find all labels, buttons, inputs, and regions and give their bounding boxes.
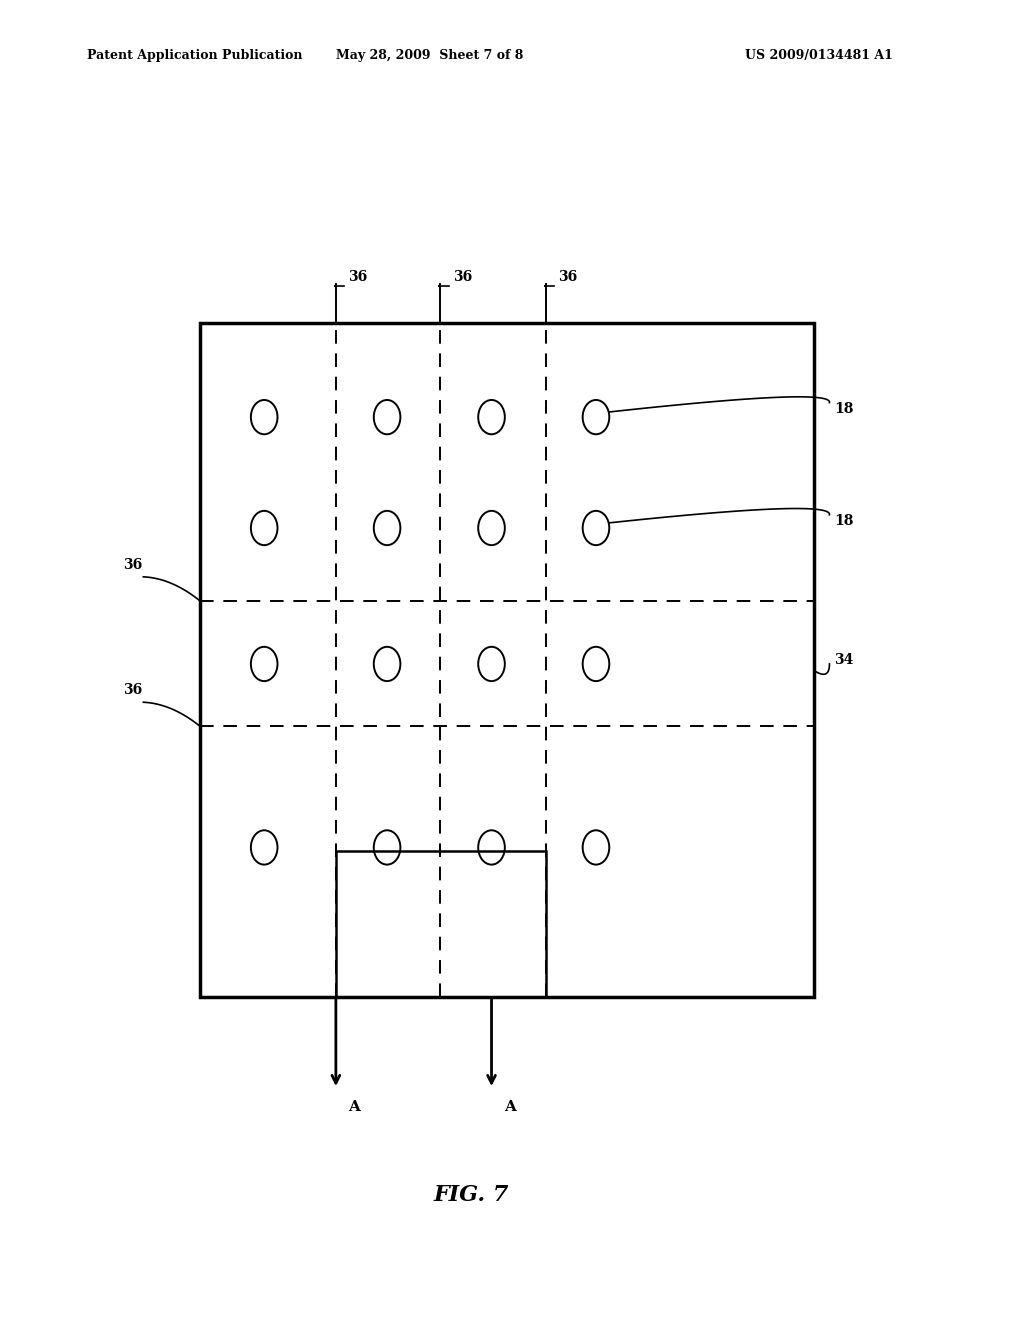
Text: 36: 36: [453, 269, 472, 284]
Text: 36: 36: [558, 269, 578, 284]
Text: May 28, 2009  Sheet 7 of 8: May 28, 2009 Sheet 7 of 8: [337, 49, 523, 62]
Text: 18: 18: [835, 403, 854, 416]
Text: A: A: [348, 1100, 360, 1114]
Text: US 2009/0134481 A1: US 2009/0134481 A1: [745, 49, 893, 62]
Text: A: A: [504, 1100, 516, 1114]
Text: 36: 36: [124, 682, 142, 697]
Text: FIG. 7: FIG. 7: [433, 1184, 509, 1205]
Bar: [200, 323, 814, 997]
Text: 18: 18: [835, 515, 854, 528]
Bar: [336, 851, 546, 997]
Text: 34: 34: [835, 653, 854, 667]
Text: Patent Application Publication: Patent Application Publication: [87, 49, 302, 62]
Text: 36: 36: [124, 557, 142, 572]
Text: 36: 36: [348, 269, 368, 284]
